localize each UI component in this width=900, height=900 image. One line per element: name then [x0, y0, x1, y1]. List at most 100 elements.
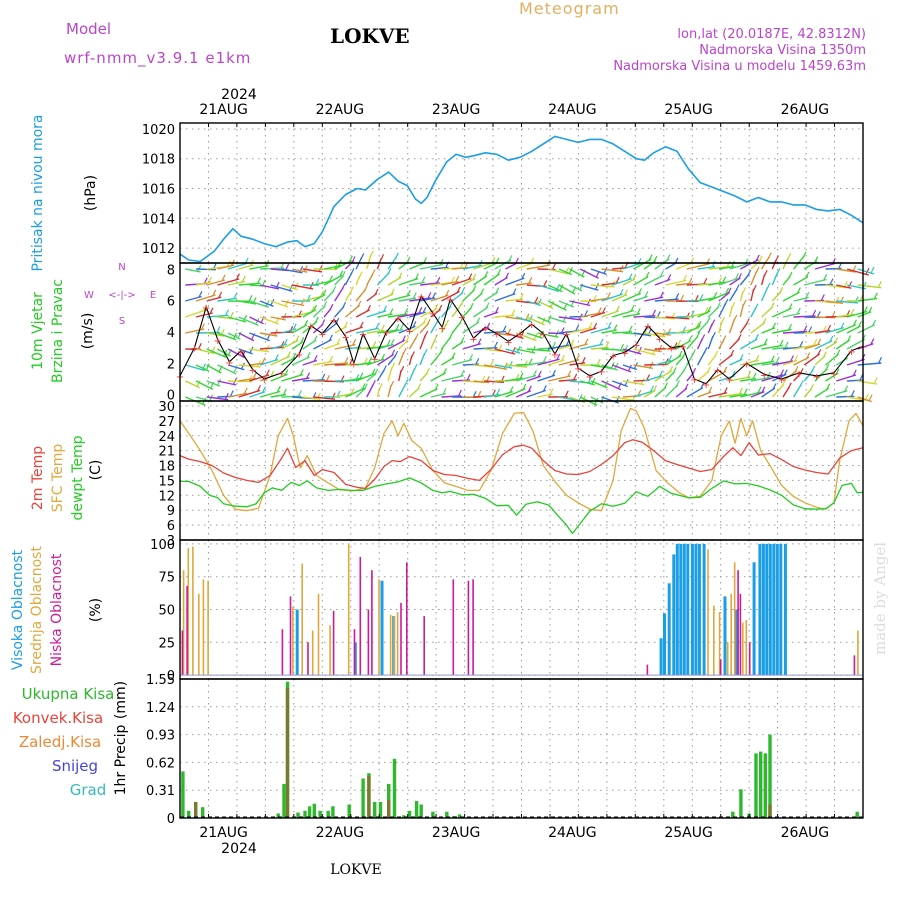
wind-barb-shaft: [249, 374, 270, 382]
wind-barb-shaft: [473, 275, 488, 286]
wind-barb-shaft: [750, 270, 758, 286]
wind-barb-shaft: [505, 277, 525, 286]
low-cloud-bar: [472, 579, 474, 675]
wind-barb-shaft: [526, 389, 547, 398]
wind-barb-shaft: [857, 284, 882, 289]
dewpoint-line: [180, 477, 864, 535]
wind-barb-feather: [770, 302, 775, 309]
wind-barb-shaft: [249, 316, 264, 325]
high-cloud-bar: [752, 562, 756, 676]
wind-barb-feather: [799, 380, 804, 387]
wind-barb-shaft: [526, 332, 543, 339]
wind-barb-feather: [696, 331, 701, 339]
wind-barb-feather: [575, 354, 580, 361]
wind-gust-marker: +: [225, 358, 233, 369]
wind-barb-feather: [475, 358, 480, 365]
wind-barb-feather: [436, 316, 441, 323]
wind-barb-feather: [731, 302, 736, 309]
wind-barb-feather: [668, 355, 673, 362]
wind-barb-feather: [624, 379, 629, 386]
wind-barb-feather: [434, 303, 439, 311]
wind-barb-feather: [652, 385, 657, 392]
high-cloud-bar: [779, 543, 783, 675]
wind-barb-shaft: [324, 362, 348, 366]
wind-barb-shaft: [281, 300, 305, 307]
wind-barb-feather: [374, 288, 379, 296]
wind-barb-shaft: [281, 373, 304, 382]
wind-barb-feather: [378, 383, 383, 390]
wind-barb-feather: [371, 380, 376, 387]
wind-barb-feather: [716, 302, 721, 309]
wind-barb-feather: [755, 266, 760, 274]
y-tick-label: 0: [167, 669, 175, 684]
wind-barb-feather: [755, 254, 760, 262]
wind-barb-shaft: [398, 277, 419, 286]
wind-barb-shaft: [611, 278, 632, 286]
wind-barb-feather: [528, 277, 533, 284]
wind-barb-feather: [615, 305, 620, 313]
wind-barb-shaft: [846, 358, 865, 366]
wind-barb-feather: [460, 337, 465, 344]
wind-barb-feather: [218, 291, 223, 299]
wind-barb-shaft: [601, 380, 622, 391]
wind-barb-feather: [783, 369, 788, 376]
wind-barb-feather: [357, 300, 362, 308]
mid-cloud-bar: [726, 642, 729, 676]
wind-barb-shaft: [238, 348, 253, 355]
wind-barb-feather: [763, 338, 768, 346]
precip-unit-label: (mm): [113, 681, 129, 719]
wind-barb-shaft: [334, 305, 345, 318]
wind-barb-feather: [692, 367, 697, 375]
x-date-label-top: 26AUG: [781, 102, 830, 118]
x-date-label-bottom: 23AUG: [432, 825, 481, 841]
wind-barb-shaft: [441, 374, 464, 382]
wind-barb-shaft: [761, 374, 784, 382]
y-tick-label: 3: [167, 534, 175, 549]
precip-total-bar: [731, 811, 735, 818]
wind-barb-shaft: [836, 395, 855, 398]
wind-barb-shaft: [451, 321, 462, 334]
wind-barb-feather: [270, 370, 275, 378]
wind-barb-feather: [519, 372, 524, 380]
wind-barb-shaft: [206, 380, 221, 387]
wind-barb-shaft: [451, 358, 473, 366]
wind-barb-feather: [659, 291, 664, 299]
wind-barb-shaft: [686, 387, 704, 398]
wind-gust-marker: +: [458, 312, 466, 323]
wind-barb-feather: [802, 251, 807, 259]
wind-barb-shaft: [697, 320, 709, 334]
wind-barb-shaft: [750, 322, 766, 334]
wind-barb-feather: [260, 316, 265, 323]
low-cloud-bar: [467, 580, 470, 676]
wind-barb-shaft: [494, 259, 512, 270]
wind-barb-feather: [581, 357, 586, 364]
wind-barb-feather: [817, 338, 822, 346]
wind-barb-feather: [358, 271, 363, 278]
wind-barb-feather: [703, 346, 708, 354]
wind-barb-feather: [455, 275, 460, 283]
wind-barb-feather: [606, 292, 611, 299]
wind-barb-shaft: [718, 392, 743, 398]
wind-barb-feather: [528, 358, 533, 365]
wind-barb-shaft: [420, 282, 440, 286]
x-date-label-bottom: 24AUG: [548, 825, 597, 841]
wind-barb-feather: [788, 271, 793, 279]
wind-barb-feather: [793, 355, 799, 362]
wind-barb-shaft: [376, 272, 390, 286]
wind-barb-shaft: [857, 324, 876, 334]
wind-barb-feather: [359, 321, 364, 329]
wind-barb-shaft: [451, 277, 472, 286]
wind-barb-shaft: [644, 332, 666, 338]
wind-gust-marker: +: [830, 369, 838, 380]
wind-barb-shaft: [740, 359, 759, 366]
high-cloud-bar: [723, 596, 727, 676]
wind-barb-shaft: [654, 298, 679, 302]
wind-barb-shaft: [804, 278, 827, 286]
wind-barb-shaft: [356, 346, 376, 350]
wind-barb-feather: [329, 355, 334, 363]
high-cloud-bar: [775, 543, 779, 675]
mid-cloud-bar: [707, 549, 709, 676]
high-cloud-bar: [697, 543, 701, 675]
wind-barb-shaft: [548, 375, 571, 382]
wind-barb-shaft: [217, 278, 240, 286]
